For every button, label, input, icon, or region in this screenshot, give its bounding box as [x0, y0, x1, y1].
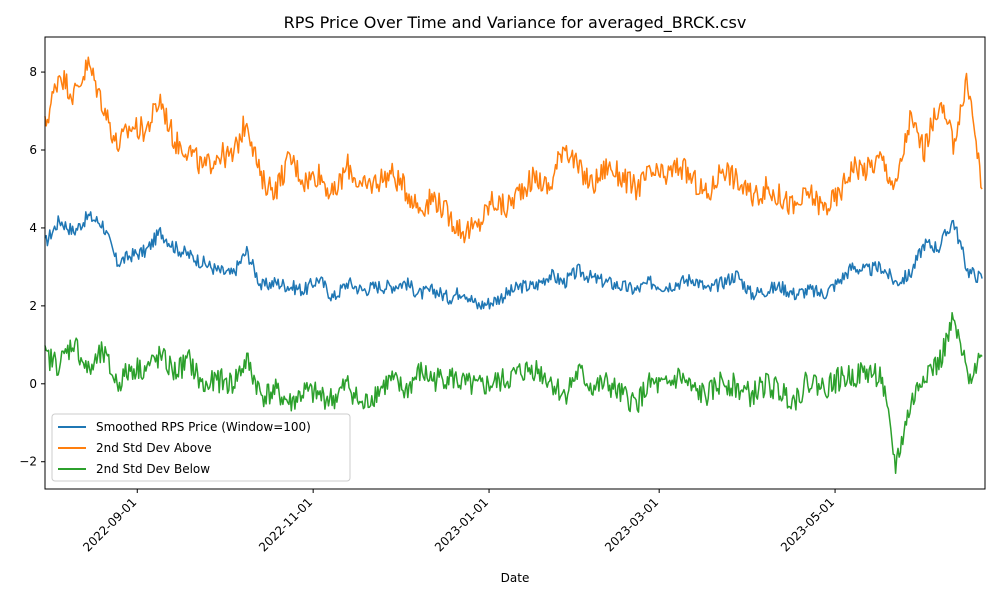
y-tick-label: 8 [29, 65, 37, 79]
y-tick-label: 4 [29, 221, 37, 235]
y-tick-label: −2 [19, 455, 37, 469]
legend-label-3: 2nd Std Dev Below [96, 462, 210, 476]
x-axis: 2022-09-01 2022-11-01 2023-01-01 2023-03-01… [80, 489, 837, 554]
series-line-2 [44, 56, 983, 244]
plot-frame [44, 36, 986, 490]
chart-title: RPS Price Over Time and Variance for ave… [284, 13, 747, 33]
y-tick-label: 6 [29, 143, 37, 157]
y-tick-label: 0 [29, 377, 37, 391]
legend-label-1: Smoothed RPS Price (Window=100) [96, 420, 311, 434]
x-tick-label: 2023-01-01 [432, 495, 491, 554]
x-tick-label: 2022-09-01 [80, 495, 139, 554]
legend: Smoothed RPS Price (Window=100) 2nd Std D… [51, 413, 351, 482]
y-tick-label: 2 [29, 299, 37, 313]
series-line-3 [44, 311, 983, 475]
legend-box [51, 413, 351, 482]
x-axis-label: Date [501, 571, 530, 585]
plot-lines [44, 56, 983, 475]
x-tick-label: 2022-11-01 [256, 495, 315, 554]
series-line-1 [44, 211, 983, 310]
x-tick-label: 2023-05-01 [778, 495, 837, 554]
x-tick-label: 2023-03-01 [602, 495, 661, 554]
y-axis: −2 0 2 4 6 8 [19, 65, 45, 469]
legend-label-2: 2nd Std Dev Above [96, 441, 212, 455]
